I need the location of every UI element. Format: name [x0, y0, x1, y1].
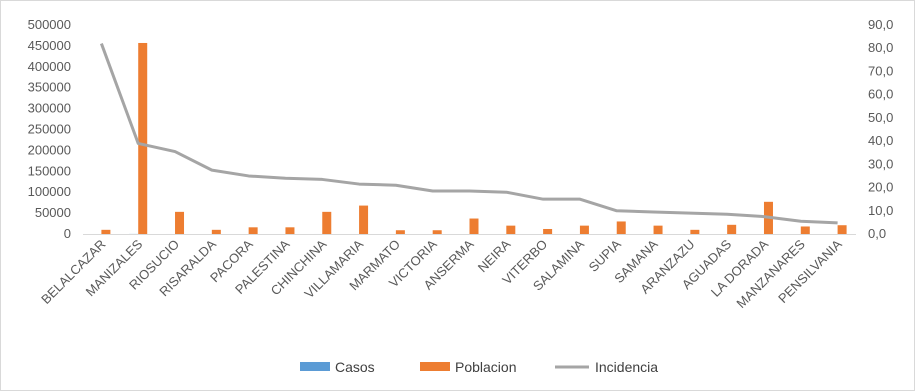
- bar-poblacion: [138, 43, 147, 234]
- y-left-tick-label: 200000: [28, 142, 71, 157]
- y-right-tick-label: 30,0: [868, 156, 893, 171]
- y-right-tick-label: 20,0: [868, 180, 893, 195]
- bar-poblacion: [727, 225, 736, 234]
- bar-poblacion: [617, 221, 626, 234]
- y-left-tick-label: 100000: [28, 184, 71, 199]
- y-left-tick-label: 50000: [35, 205, 71, 220]
- y-right-tick-label: 60,0: [868, 87, 893, 102]
- y-right-tick-label: 80,0: [868, 40, 893, 55]
- y-right-tick-label: 10,0: [868, 203, 893, 218]
- y-left-tick-label: 250000: [28, 122, 71, 137]
- x-category-label: BELALCAZAR: [38, 237, 108, 307]
- line-incidencia: [101, 44, 837, 223]
- y-left-tick-label: 300000: [28, 101, 71, 116]
- bar-poblacion: [101, 230, 110, 234]
- y-left-tick-label: 400000: [28, 59, 71, 74]
- bar-poblacion: [175, 212, 184, 234]
- bar-poblacion: [285, 227, 294, 234]
- y-right-tick-label: 40,0: [868, 133, 893, 148]
- bar-poblacion: [580, 226, 589, 234]
- y-left-tick-label: 150000: [28, 163, 71, 178]
- bar-poblacion: [433, 230, 442, 234]
- bar-poblacion: [396, 230, 405, 234]
- y-left-tick-label: 350000: [28, 80, 71, 95]
- y-left-tick-label: 0: [64, 226, 71, 241]
- y-right-tick-label: 70,0: [868, 63, 893, 78]
- bar-poblacion: [359, 206, 368, 234]
- y-right-tick-label: 90,0: [868, 17, 893, 32]
- legend-label-casos: Casos: [335, 359, 375, 375]
- x-category-label: PENSILVANIA: [775, 236, 845, 306]
- y-left-tick-label: 450000: [28, 38, 71, 53]
- y-right-tick-label: 0,0: [868, 226, 886, 241]
- bar-poblacion: [212, 230, 221, 234]
- bar-poblacion: [543, 229, 552, 234]
- bar-poblacion: [322, 212, 331, 234]
- bar-poblacion: [690, 230, 699, 234]
- bar-poblacion: [249, 227, 258, 234]
- legend-label-incidencia: Incidencia: [595, 359, 658, 375]
- bar-poblacion: [838, 225, 847, 234]
- y-right-tick-label: 50,0: [868, 110, 893, 125]
- legend-swatch-casos: [300, 362, 330, 371]
- bar-poblacion: [506, 226, 515, 234]
- bar-poblacion: [470, 219, 479, 234]
- bar-poblacion: [654, 226, 663, 234]
- bar-poblacion: [801, 226, 810, 234]
- legend-swatch-poblacion: [420, 362, 450, 371]
- y-left-tick-label: 500000: [28, 17, 71, 32]
- legend-label-poblacion: Poblacion: [455, 359, 517, 375]
